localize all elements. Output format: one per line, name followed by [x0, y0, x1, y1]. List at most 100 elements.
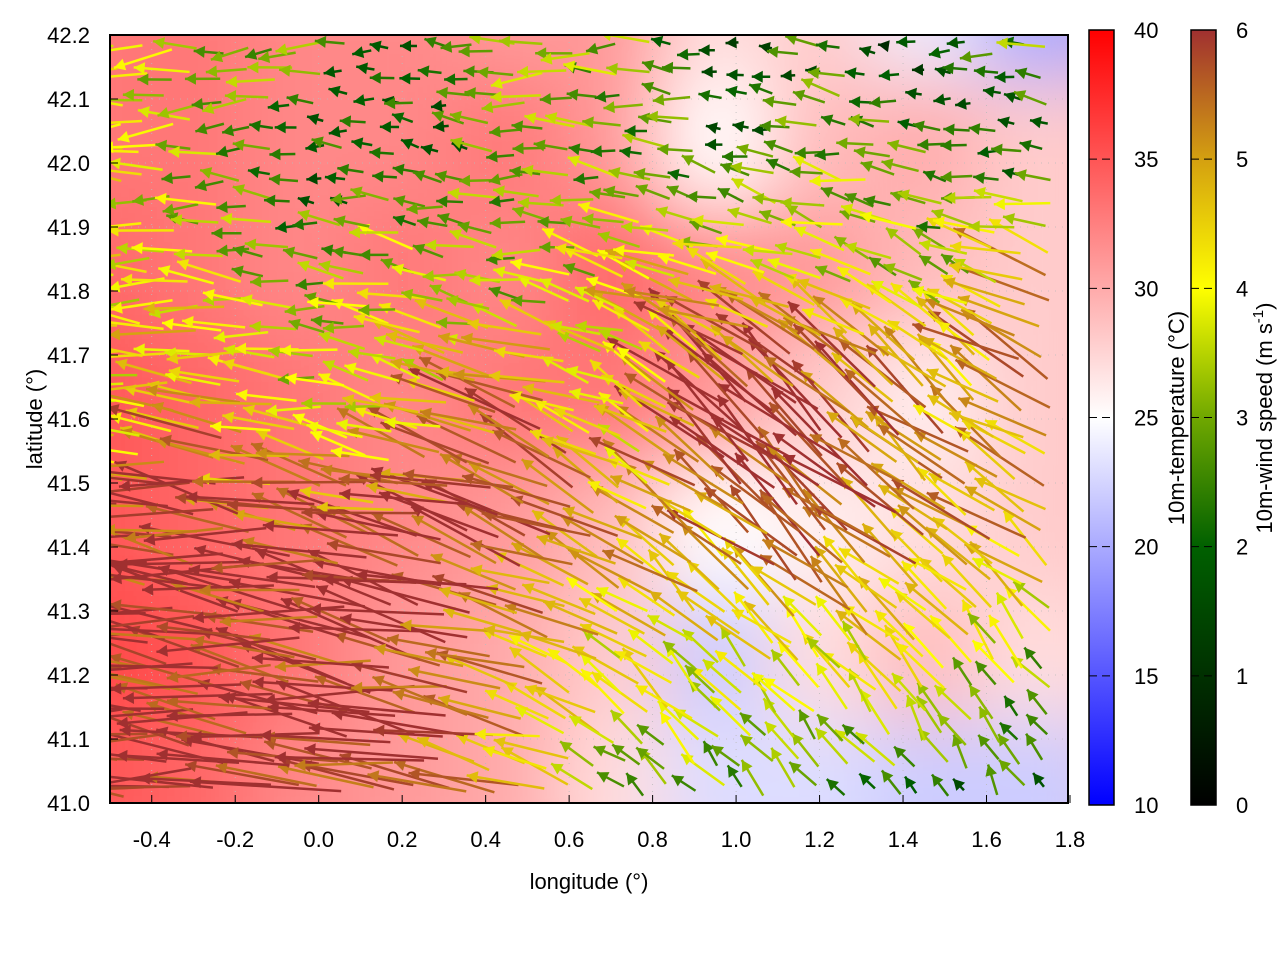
wind-arrow-shaft: [19, 708, 164, 709]
wind-arrow-head: [84, 72, 95, 84]
wind-arrow-head: [48, 132, 60, 144]
y-tick-label: 41.6: [47, 407, 90, 432]
wind-arrow-head: [29, 551, 41, 563]
wind-arrow-head: [43, 318, 54, 330]
wind-arrow-head: [51, 499, 62, 511]
wind-arrow-shaft: [0, 689, 120, 711]
x-axis-label: longitude (°): [530, 869, 649, 894]
y-tick-label: 42.0: [47, 151, 90, 176]
wind-arrow-head: [22, 525, 33, 537]
wind-arrow-head: [96, 351, 107, 363]
wind-arrow-head: [90, 568, 102, 580]
wind-arrow-shaft: [22, 530, 120, 531]
wind-arrow-head: [31, 786, 42, 798]
temperature-colorbar-label: 10m-temperature (°C): [1164, 311, 1189, 525]
wind-arrow-shaft: [351, 686, 447, 688]
wind-arrow-shaft: [301, 512, 417, 513]
colorbar-tick-label: 2: [1236, 535, 1248, 560]
wind-arrow-shaft: [3, 634, 120, 645]
y-tick-label: 41.9: [47, 215, 90, 240]
wind-arrow-head: [66, 569, 77, 581]
wind-arrow-head: [60, 265, 71, 277]
x-tick-label: 1.6: [971, 827, 1002, 852]
x-tick-label: 0.0: [303, 827, 334, 852]
wind-label-main: 10m-wind speed (m s: [1252, 323, 1277, 533]
wind-arrow-head: [56, 623, 68, 634]
colorbar-tick-label: 15: [1134, 664, 1158, 689]
y-tick-label: 42.2: [47, 23, 90, 48]
x-tick-label: 1.4: [888, 827, 919, 852]
colorbar-tick-label: 1: [1236, 664, 1248, 689]
wind-arrow-head: [96, 300, 108, 312]
wind-arrow-head: [11, 741, 23, 753]
wind-arrow-shaft: [64, 401, 115, 403]
wind-arrow-head: [70, 379, 81, 391]
wind-arrow-head: [0, 567, 6, 579]
wind-arrow-head: [80, 442, 92, 454]
wind-arrow-shaft: [43, 324, 117, 325]
colorbar-tick-label: 30: [1134, 276, 1158, 301]
y-tick-label: 41.1: [47, 727, 90, 752]
wind-arrow-head: [44, 67, 55, 79]
wind-arrow-head: [34, 779, 45, 791]
wind-arrow-head: [19, 702, 30, 714]
x-tick-label: 1.0: [721, 827, 752, 852]
colorbar-tick-label: 25: [1134, 406, 1158, 431]
y-tick-label: 41.0: [47, 791, 90, 816]
wind-arrow-shaft: [60, 271, 113, 275]
y-tick-label: 41.5: [47, 471, 90, 496]
x-tick-label: 0.8: [637, 827, 668, 852]
wind-arrow-head: [76, 559, 87, 571]
wind-arrow-head: [91, 384, 103, 396]
y-tick-label: 41.4: [47, 535, 90, 560]
wind-arrow-head: [0, 492, 5, 504]
x-tick-label: 0.6: [554, 827, 585, 852]
y-tick-label: 42.1: [47, 87, 90, 112]
wind-arrow-head: [6, 683, 18, 695]
wind-colorbar-label: 10m-wind speed (m s-1): [1250, 303, 1277, 534]
wind-arrow-head: [51, 714, 62, 726]
wind-arrow-head: [90, 659, 101, 671]
wind-arrow-head: [77, 623, 89, 635]
y-tick-label: 41.2: [47, 663, 90, 688]
y-tick-label: 41.7: [47, 343, 90, 368]
colorbar-tick-label: 10: [1134, 793, 1158, 818]
y-axis: 41.0 41.1 41.2 41.3 41.4 41.5 41.6 41.7 41.8 41.9…: [47, 23, 118, 816]
wind-arrow-head: [45, 645, 57, 657]
wind-arrow-head: [3, 638, 15, 650]
wind-arrow-head: [86, 46, 98, 58]
colorbar-tick-label: 3: [1236, 406, 1248, 431]
wind-arrow-head: [76, 118, 87, 130]
colorbar-tick-label: 0: [1236, 793, 1248, 818]
wind-arrow-head: [97, 628, 108, 640]
wind-arrow-head: [30, 740, 42, 752]
x-tick-label: 1.2: [804, 827, 835, 852]
x-tick-label: 1.8: [1055, 827, 1086, 852]
wind-arrow-head: [7, 664, 18, 676]
x-tick-label: 0.2: [387, 827, 418, 852]
wind-arrow-shaft: [44, 69, 117, 74]
x-tick-label: -0.4: [133, 827, 171, 852]
wind-arrow-head: [30, 751, 41, 763]
wind-label-end: ): [1252, 303, 1277, 310]
wind-label-sup: -1: [1250, 310, 1267, 323]
wind-arrow-shaft: [209, 455, 289, 456]
colorbar-tick-label: 35: [1134, 147, 1158, 172]
wind-arrow-head: [64, 131, 76, 143]
wind-arrow-head: [80, 255, 92, 267]
wind-arrow-head: [0, 538, 9, 550]
y-tick-label: 41.3: [47, 599, 90, 624]
wind-arrow-head: [53, 521, 65, 533]
colorbar-tick-label: 20: [1134, 535, 1158, 560]
wind-arrow-head: [98, 94, 109, 106]
wind-arrow-head: [0, 708, 1, 720]
temperature-field: [38, 0, 1121, 887]
wind-arrow-head: [91, 465, 103, 477]
y-tick-label: 41.8: [47, 279, 90, 304]
wind-arrow-head: [89, 622, 100, 634]
wind-arrow-head: [79, 769, 91, 781]
wind-arrow-head: [36, 489, 48, 501]
wind-arrow-head: [2, 620, 14, 632]
